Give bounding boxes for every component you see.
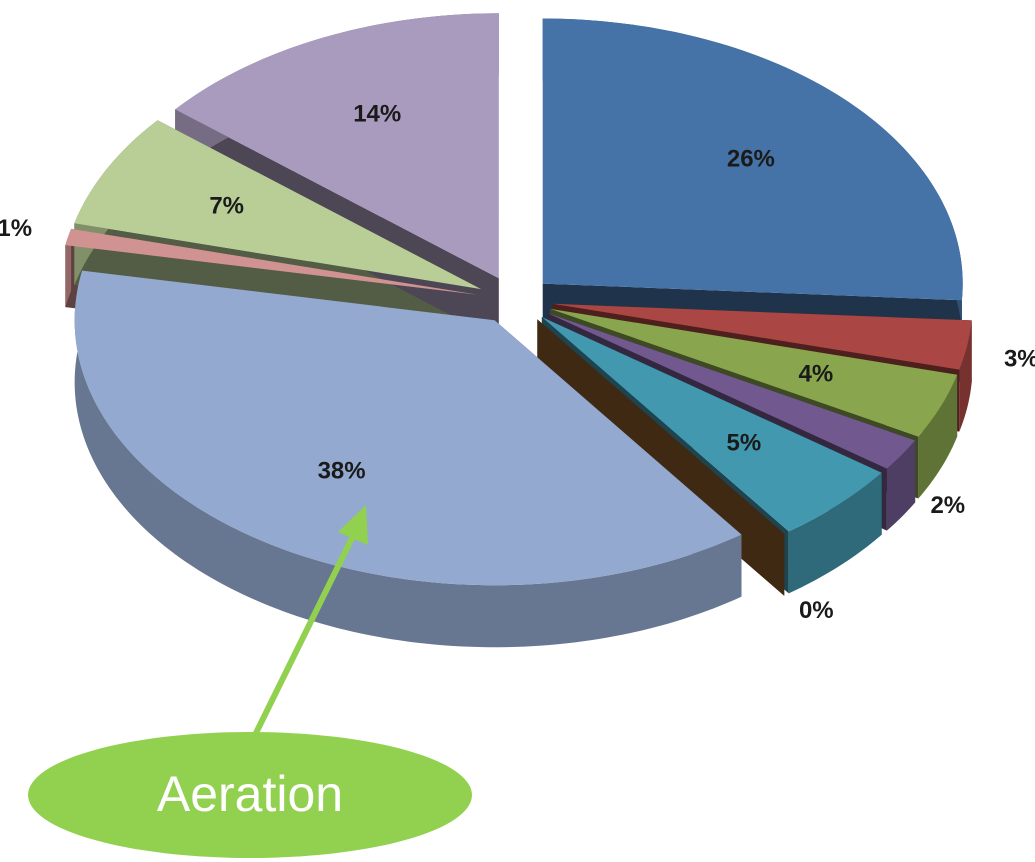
slice [542, 18, 963, 301]
slice [175, 13, 499, 279]
annotation-bubble [28, 732, 472, 858]
slice-side [886, 440, 916, 531]
pie-tops [65, 13, 972, 586]
pie-labels: 26% 3% 4% 2% 5% 0% 38% 1% 7% 14% [0, 101, 1035, 625]
data-label: 26% [727, 146, 775, 173]
data-label: 4% [799, 361, 834, 388]
data-label: 5% [726, 430, 761, 457]
data-label: 0% [799, 597, 834, 624]
data-label: 7% [209, 193, 244, 220]
slice-side [65, 228, 72, 308]
slice-side [788, 472, 882, 594]
data-label: 14% [353, 101, 401, 128]
slice-side [918, 374, 958, 499]
slice [74, 120, 482, 290]
annotation-text: Aeration [157, 766, 343, 822]
slice-side [959, 320, 972, 432]
data-label: 2% [930, 492, 965, 519]
annotation-arrow [252, 528, 359, 737]
slice-side [74, 270, 742, 648]
slice [541, 316, 882, 532]
slice [552, 303, 972, 370]
annotation-arrowhead [338, 505, 368, 545]
data-label: 1% [0, 215, 32, 242]
data-label: 3% [1004, 346, 1035, 373]
slice [65, 228, 478, 295]
slice [547, 312, 916, 469]
slice [74, 270, 742, 586]
data-label: 38% [318, 458, 366, 485]
slice [550, 308, 958, 437]
